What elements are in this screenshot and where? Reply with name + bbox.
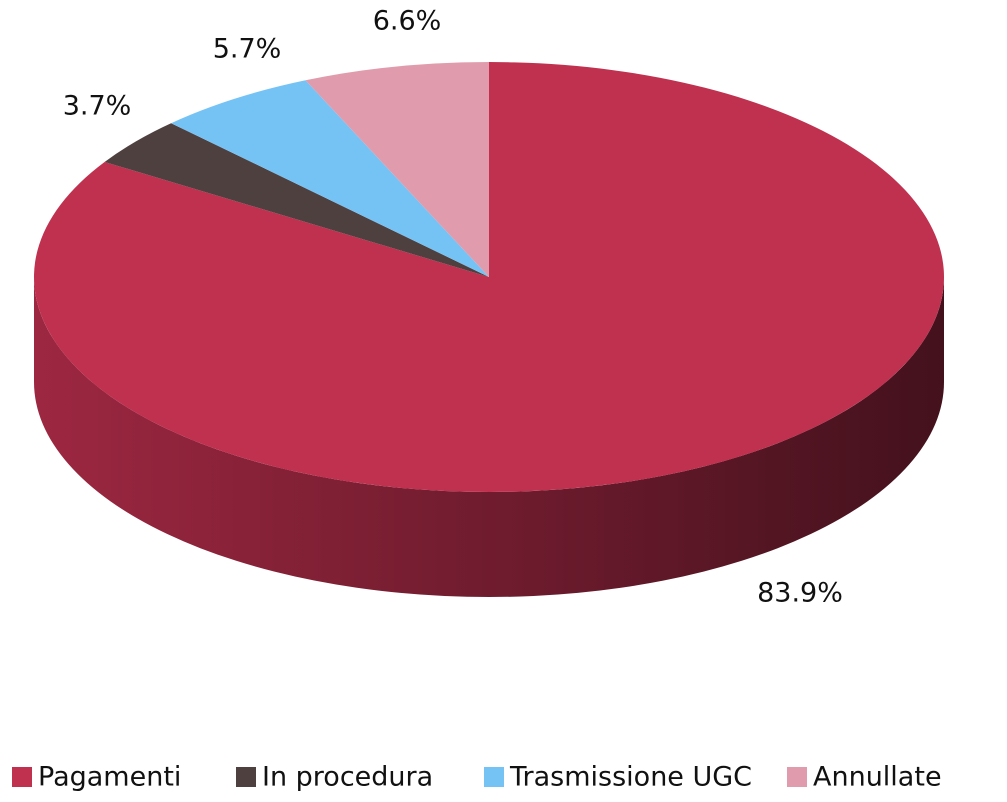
data-label: 83.9%: [757, 578, 843, 609]
pie-slice: [305, 62, 489, 277]
data-label: 3.7%: [63, 91, 132, 122]
legend-swatch: [787, 767, 807, 787]
pie-side: [34, 277, 944, 597]
legend-label: Pagamenti: [38, 762, 181, 793]
data-label: 6.6%: [373, 6, 442, 37]
legend-swatch: [236, 767, 256, 787]
data-label: 5.7%: [213, 34, 282, 65]
legend-swatch: [12, 767, 32, 787]
pie-slice: [104, 123, 490, 278]
legend-swatch: [484, 767, 504, 787]
legend-label: Annullate: [813, 762, 942, 793]
legend-label: In procedura: [262, 762, 433, 793]
legend-label: Trasmissione UGC: [509, 762, 752, 793]
pie-slice: [171, 80, 489, 277]
